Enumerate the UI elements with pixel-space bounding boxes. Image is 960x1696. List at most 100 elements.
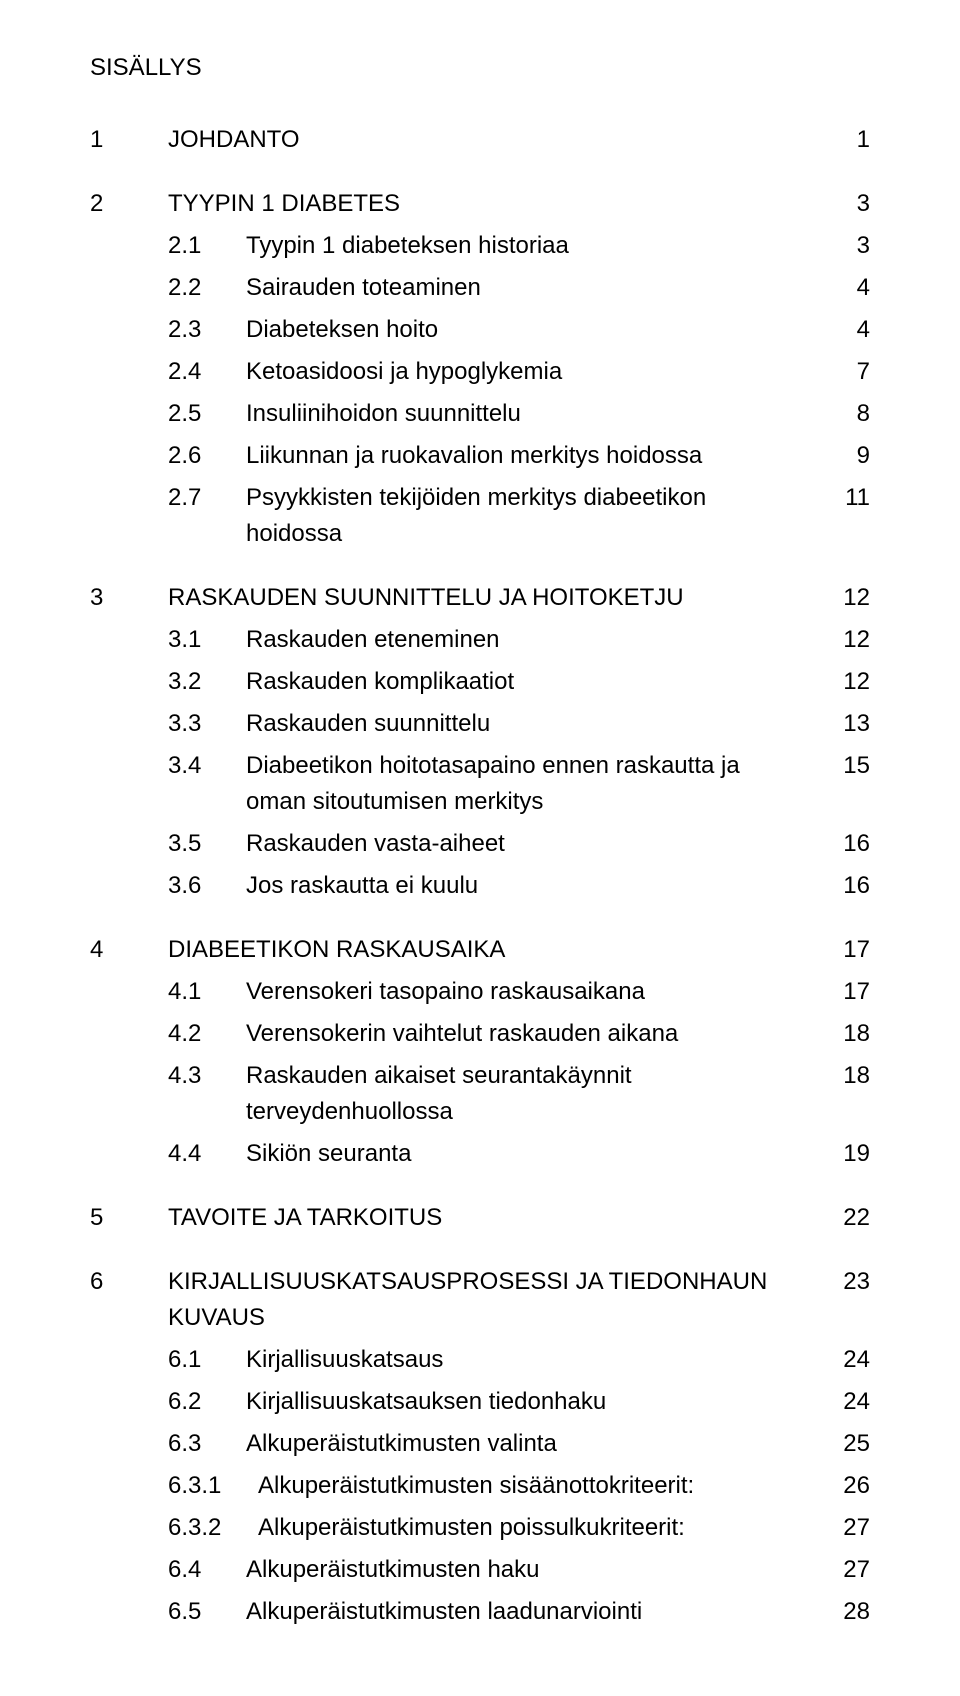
toc-entry-text: JOHDANTO xyxy=(168,122,820,158)
toc-entry-text: Sairauden toteaminen xyxy=(246,270,820,306)
toc-entry-page: 24 xyxy=(820,1342,870,1378)
toc-entry-page: 22 xyxy=(820,1200,870,1236)
toc-entry-page: 17 xyxy=(820,932,870,968)
toc-entry-text: RASKAUDEN SUUNNITTELU JA HOITOKETJU xyxy=(168,580,820,616)
toc-row: 3.1Raskauden eteneminen12 xyxy=(90,622,870,658)
toc-row: 4.2Verensokerin vaihtelut raskauden aika… xyxy=(90,1016,870,1052)
toc-entry-page: 12 xyxy=(820,622,870,658)
toc-row: 4DIABEETIKON RASKAUSAIKA17 xyxy=(90,932,870,968)
toc-row: 4.4Sikiön seuranta19 xyxy=(90,1136,870,1172)
toc-entry-number: 5 xyxy=(90,1200,168,1236)
toc-row: 3.5Raskauden vasta-aiheet16 xyxy=(90,826,870,862)
toc-entry-text: Ketoasidoosi ja hypoglykemia xyxy=(246,354,820,390)
toc-entry-text: Alkuperäistutkimusten sisäänottokriteeri… xyxy=(258,1468,820,1504)
toc-entry-text: Raskauden vasta-aiheet xyxy=(246,826,820,862)
toc-entry-page: 3 xyxy=(820,228,870,264)
toc-entry-text: Raskauden komplikaatiot xyxy=(246,664,820,700)
toc-entry-number: 4.1 xyxy=(168,974,246,1010)
toc-row: 6KIRJALLISUUSKATSAUSPROSESSI JA TIEDONHA… xyxy=(90,1264,870,1336)
toc-entry-text: Raskauden eteneminen xyxy=(246,622,820,658)
toc-entry-page: 28 xyxy=(820,1594,870,1630)
toc-entry-number: 2.3 xyxy=(168,312,246,348)
toc-entry-number: 3.3 xyxy=(168,706,246,742)
toc-entry-page: 27 xyxy=(820,1510,870,1546)
toc-entry-page: 12 xyxy=(820,580,870,616)
toc-entry-page: 12 xyxy=(820,664,870,700)
toc-entry-page: 26 xyxy=(820,1468,870,1504)
toc-entry-text: Kirjallisuuskatsaus xyxy=(246,1342,820,1378)
toc-entry-number: 6.2 xyxy=(168,1384,246,1420)
toc-row: 2.6Liikunnan ja ruokavalion merkitys hoi… xyxy=(90,438,870,474)
toc-entry-number: 4.3 xyxy=(168,1058,246,1094)
toc-entry-text: Verensokeri tasopaino raskausaikana xyxy=(246,974,820,1010)
toc-row: 3.6Jos raskautta ei kuulu16 xyxy=(90,868,870,904)
toc-entry-page: 27 xyxy=(820,1552,870,1588)
toc-row: 3RASKAUDEN SUUNNITTELU JA HOITOKETJU12 xyxy=(90,580,870,616)
toc-entry-number: 3 xyxy=(90,580,168,616)
toc-entry-number: 3.4 xyxy=(168,748,246,784)
toc-entry-number: 6.3.2 xyxy=(168,1510,258,1546)
toc-entry-page: 13 xyxy=(820,706,870,742)
toc-entry-number: 2.1 xyxy=(168,228,246,264)
toc-entry-number: 2.4 xyxy=(168,354,246,390)
toc-entry-page: 3 xyxy=(820,186,870,222)
toc-entry-text: Alkuperäistutkimusten haku xyxy=(246,1552,820,1588)
toc-entry-page: 16 xyxy=(820,826,870,862)
toc-entry-page: 16 xyxy=(820,868,870,904)
toc-entry-number: 1 xyxy=(90,122,168,158)
toc-entry-text: Diabeteksen hoito xyxy=(246,312,820,348)
toc-entry-text: DIABEETIKON RASKAUSAIKA xyxy=(168,932,820,968)
toc-row: 1JOHDANTO1 xyxy=(90,122,870,158)
toc-entry-page: 11 xyxy=(820,480,870,516)
toc-title: SISÄLLYS xyxy=(90,50,870,86)
toc-row: 5TAVOITE JA TARKOITUS22 xyxy=(90,1200,870,1236)
toc-entry-text: Kirjallisuuskatsauksen tiedonhaku xyxy=(246,1384,820,1420)
toc-entry-text: Verensokerin vaihtelut raskauden aikana xyxy=(246,1016,820,1052)
toc-row: 2.2Sairauden toteaminen4 xyxy=(90,270,870,306)
toc-entry-text: Insuliinihoidon suunnittelu xyxy=(246,396,820,432)
toc-entry-number: 2.6 xyxy=(168,438,246,474)
toc-entry-number: 3.6 xyxy=(168,868,246,904)
toc-row: 4.1Verensokeri tasopaino raskausaikana17 xyxy=(90,974,870,1010)
toc-row: 2.4Ketoasidoosi ja hypoglykemia7 xyxy=(90,354,870,390)
toc-entry-page: 4 xyxy=(820,270,870,306)
toc-container: 1JOHDANTO12TYYPIN 1 DIABETES32.1Tyypin 1… xyxy=(90,122,870,1630)
toc-entry-text: Jos raskautta ei kuulu xyxy=(246,868,820,904)
toc-entry-text: Alkuperäistutkimusten laadunarviointi xyxy=(246,1594,820,1630)
toc-entry-number: 3.1 xyxy=(168,622,246,658)
toc-row: 2.7Psyykkisten tekijöiden merkitys diabe… xyxy=(90,480,870,552)
toc-entry-number: 3.5 xyxy=(168,826,246,862)
toc-entry-page: 18 xyxy=(820,1058,870,1094)
toc-entry-number: 4.2 xyxy=(168,1016,246,1052)
toc-row: 6.5Alkuperäistutkimusten laadunarviointi… xyxy=(90,1594,870,1630)
toc-entry-text: Raskauden suunnittelu xyxy=(246,706,820,742)
toc-row: 2.1Tyypin 1 diabeteksen historiaa3 xyxy=(90,228,870,264)
toc-row: 6.3Alkuperäistutkimusten valinta25 xyxy=(90,1426,870,1462)
toc-entry-text: Sikiön seuranta xyxy=(246,1136,820,1172)
toc-row: 2.3Diabeteksen hoito4 xyxy=(90,312,870,348)
toc-entry-number: 2 xyxy=(90,186,168,222)
toc-row: 6.3.1Alkuperäistutkimusten sisäänottokri… xyxy=(90,1468,870,1504)
toc-entry-number: 6.3.1 xyxy=(168,1468,258,1504)
toc-entry-number: 6.3 xyxy=(168,1426,246,1462)
toc-row: 2TYYPIN 1 DIABETES3 xyxy=(90,186,870,222)
toc-row: 3.3Raskauden suunnittelu13 xyxy=(90,706,870,742)
toc-entry-page: 7 xyxy=(820,354,870,390)
toc-entry-page: 25 xyxy=(820,1426,870,1462)
toc-entry-number: 3.2 xyxy=(168,664,246,700)
toc-entry-page: 17 xyxy=(820,974,870,1010)
toc-entry-number: 6 xyxy=(90,1264,168,1300)
toc-entry-page: 23 xyxy=(820,1264,870,1300)
toc-entry-page: 8 xyxy=(820,396,870,432)
toc-entry-page: 4 xyxy=(820,312,870,348)
toc-entry-text: Alkuperäistutkimusten valinta xyxy=(246,1426,820,1462)
toc-entry-text: Liikunnan ja ruokavalion merkitys hoidos… xyxy=(246,438,820,474)
toc-entry-text: TYYPIN 1 DIABETES xyxy=(168,186,820,222)
toc-entry-page: 19 xyxy=(820,1136,870,1172)
toc-row: 3.2Raskauden komplikaatiot12 xyxy=(90,664,870,700)
toc-entry-page: 18 xyxy=(820,1016,870,1052)
toc-entry-number: 6.5 xyxy=(168,1594,246,1630)
toc-row: 4.3Raskauden aikaiset seurantakäynnit te… xyxy=(90,1058,870,1130)
toc-entry-number: 6.4 xyxy=(168,1552,246,1588)
toc-row: 6.3.2Alkuperäistutkimusten poissulkukrit… xyxy=(90,1510,870,1546)
